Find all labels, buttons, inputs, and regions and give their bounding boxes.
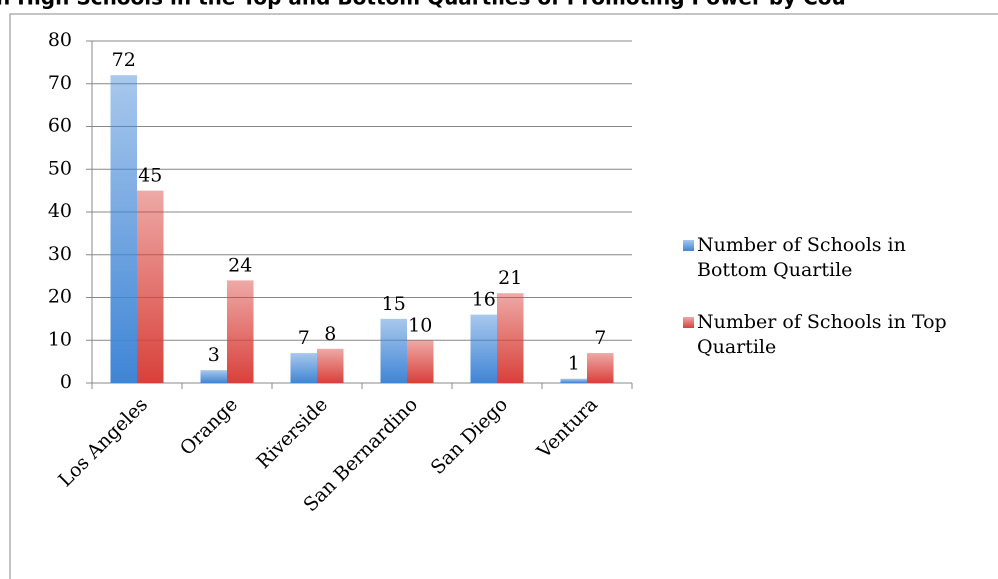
legend-label: Number of Schools in Top Quartile (697, 311, 947, 358)
data-label: 21 (498, 267, 522, 289)
bar (290, 353, 317, 383)
bar (470, 314, 497, 383)
data-label: 16 (472, 289, 496, 311)
y-tick-label: 40 (48, 200, 72, 222)
data-label: 3 (208, 344, 220, 366)
y-tick-label: 80 (48, 29, 72, 51)
data-label: 24 (228, 254, 252, 276)
x-tick-label: Riverside (252, 394, 332, 474)
y-tick-label: 70 (48, 72, 72, 94)
bar (200, 370, 227, 383)
bar (587, 353, 614, 383)
legend-swatch (683, 317, 694, 328)
bar (317, 348, 344, 383)
bar (497, 293, 524, 383)
bar (227, 280, 254, 383)
y-tick-label: 20 (48, 286, 72, 308)
bar (407, 340, 434, 383)
bar (380, 318, 407, 383)
data-label: 15 (382, 293, 406, 315)
bar (110, 75, 137, 383)
y-tick-label: 30 (48, 243, 72, 265)
legend-swatch (683, 240, 694, 251)
data-label: 8 (324, 323, 336, 345)
x-tick-label: Orange (176, 394, 242, 460)
legend-item: Number of Schools in Bottom Quartile (697, 234, 906, 281)
x-tick-label: Los Angeles (54, 394, 152, 492)
y-tick-label: 60 (48, 115, 72, 137)
chart-title: h High Schools in the Top and Bottom Qua… (0, 0, 846, 10)
legend-item: Number of Schools in Top Quartile (697, 311, 947, 358)
data-label: 45 (138, 165, 162, 187)
x-tick-label: San Diego (427, 394, 512, 479)
legend-label: Number of Schools in Bottom Quartile (697, 234, 906, 281)
data-label: 7 (298, 327, 310, 349)
x-tick-label: Ventura (532, 394, 602, 464)
data-label: 7 (594, 327, 606, 349)
data-label: 72 (112, 49, 136, 71)
bar (560, 378, 587, 383)
chart-frame (9, 13, 998, 579)
y-tick-label: 10 (48, 328, 72, 350)
data-label: 10 (408, 314, 432, 336)
data-label: 1 (568, 353, 580, 375)
y-tick-label: 50 (48, 157, 72, 179)
bar (137, 190, 164, 383)
y-tick-label: 0 (60, 371, 72, 393)
